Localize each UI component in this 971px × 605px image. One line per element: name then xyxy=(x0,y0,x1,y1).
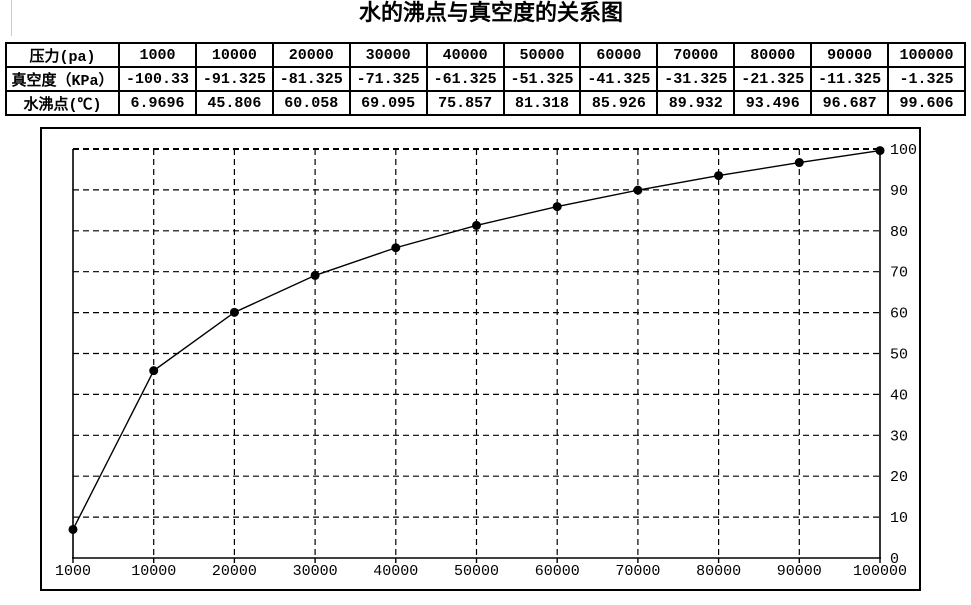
value-cell: 20000 xyxy=(271,42,351,68)
data-point-marker xyxy=(472,220,481,230)
data-point-marker xyxy=(149,366,159,376)
row-header-cell: 水沸点(℃) xyxy=(5,90,120,116)
y-axis-tick-label: 10 xyxy=(890,510,908,527)
data-table: 压力(pa) 1000 10000 20000 30000 40000 50000 60000… xyxy=(5,42,966,116)
value-cell: 10000 xyxy=(194,42,274,68)
data-point-marker xyxy=(391,243,401,253)
value-cell: -81.325 xyxy=(271,66,351,92)
value-cell: 1000 xyxy=(118,42,197,68)
value-cell: -71.325 xyxy=(348,66,428,92)
x-axis-tick-label: 50000 xyxy=(454,563,499,580)
data-point-marker xyxy=(633,185,643,195)
value-cell: 89.932 xyxy=(656,90,736,116)
x-axis-tick-label: 70000 xyxy=(615,563,660,580)
x-axis-tick-label: 1000 xyxy=(55,563,91,580)
value-cell: 80000 xyxy=(733,42,813,68)
chart-frame: 0 10 20 30 40 50 60 70 80 90 100 1000 10000 20000 3000… xyxy=(40,127,921,591)
data-point-marker xyxy=(552,202,562,212)
table-row: 水沸点(℃) 6.9696 45.806 60.058 69.095 75.857 81.3… xyxy=(5,90,966,116)
value-cell: 85.926 xyxy=(579,90,659,116)
value-cell: 93.496 xyxy=(733,90,813,116)
value-cell: 69.095 xyxy=(348,90,428,116)
data-point-marker xyxy=(310,270,320,280)
value-cell: 60000 xyxy=(579,42,659,68)
x-axis-tick-label: 60000 xyxy=(535,563,580,580)
data-point-marker xyxy=(714,171,724,181)
value-cell: 75.857 xyxy=(425,90,505,116)
page-title: 水的沸点与真空度的关系图 xyxy=(358,2,624,27)
value-cell: 90000 xyxy=(810,42,890,68)
value-cell: -21.325 xyxy=(733,66,813,92)
x-axis-tick-label: 80000 xyxy=(696,563,741,580)
y-axis-tick-label: 100 xyxy=(890,142,917,159)
row-header-cell: 压力(pa) xyxy=(5,42,120,68)
y-axis-tick-label: 20 xyxy=(890,469,908,486)
value-cell: 81.318 xyxy=(502,90,582,116)
table-row: 真空度（KPa） -100.33 -91.325 -81.325 -71.325 -61.… xyxy=(5,66,966,92)
data-point-marker xyxy=(875,146,885,156)
x-axis-tick-label: 20000 xyxy=(212,563,257,580)
value-cell: -41.325 xyxy=(579,66,659,92)
value-cell: -61.325 xyxy=(425,66,505,92)
value-cell: 96.687 xyxy=(810,90,890,116)
value-cell: 50000 xyxy=(502,42,582,68)
x-axis-tick-label: 30000 xyxy=(293,563,338,580)
x-axis-tick-label: 100000 xyxy=(853,563,907,580)
y-axis-tick-label: 90 xyxy=(890,183,908,200)
value-cell: -100.33 xyxy=(118,66,197,92)
y-axis-tick-label: 0 xyxy=(890,551,899,568)
value-cell: -11.325 xyxy=(810,66,890,92)
y-axis-tick-label: 70 xyxy=(890,265,908,282)
y-axis-tick-label: 40 xyxy=(890,387,908,404)
y-axis-tick-label: 80 xyxy=(890,224,908,241)
y-axis-tick-label: 30 xyxy=(890,428,908,445)
value-cell: -51.325 xyxy=(502,66,582,92)
value-cell: 70000 xyxy=(656,42,736,68)
data-point-marker xyxy=(794,158,804,168)
data-point-marker xyxy=(229,307,239,317)
x-axis-tick-label: 40000 xyxy=(373,563,418,580)
y-axis-tick-label: 50 xyxy=(890,347,908,364)
x-axis-tick-label: 90000 xyxy=(777,563,822,580)
value-cell: 100000 xyxy=(887,42,966,68)
spreadsheet-gridline-artifact xyxy=(11,0,12,36)
row-header-cell: 真空度（KPa） xyxy=(5,66,120,92)
data-point-marker xyxy=(68,524,78,534)
value-cell: 30000 xyxy=(348,42,428,68)
value-cell: 40000 xyxy=(425,42,505,68)
y-axis-tick-label: 60 xyxy=(890,306,908,323)
value-cell: 60.058 xyxy=(271,90,351,116)
table-row: 压力(pa) 1000 10000 20000 30000 40000 50000 60000… xyxy=(5,42,966,68)
x-axis-tick-label: 10000 xyxy=(131,563,176,580)
value-cell: -31.325 xyxy=(656,66,736,92)
line-chart: 0 10 20 30 40 50 60 70 80 90 100 1000 10000 20000 3000… xyxy=(55,142,917,580)
value-cell: 99.606 xyxy=(887,90,966,116)
value-cell: 6.9696 xyxy=(118,90,197,116)
value-cell: -91.325 xyxy=(194,66,274,92)
value-cell: 45.806 xyxy=(194,90,274,116)
value-cell: -1.325 xyxy=(887,66,966,92)
